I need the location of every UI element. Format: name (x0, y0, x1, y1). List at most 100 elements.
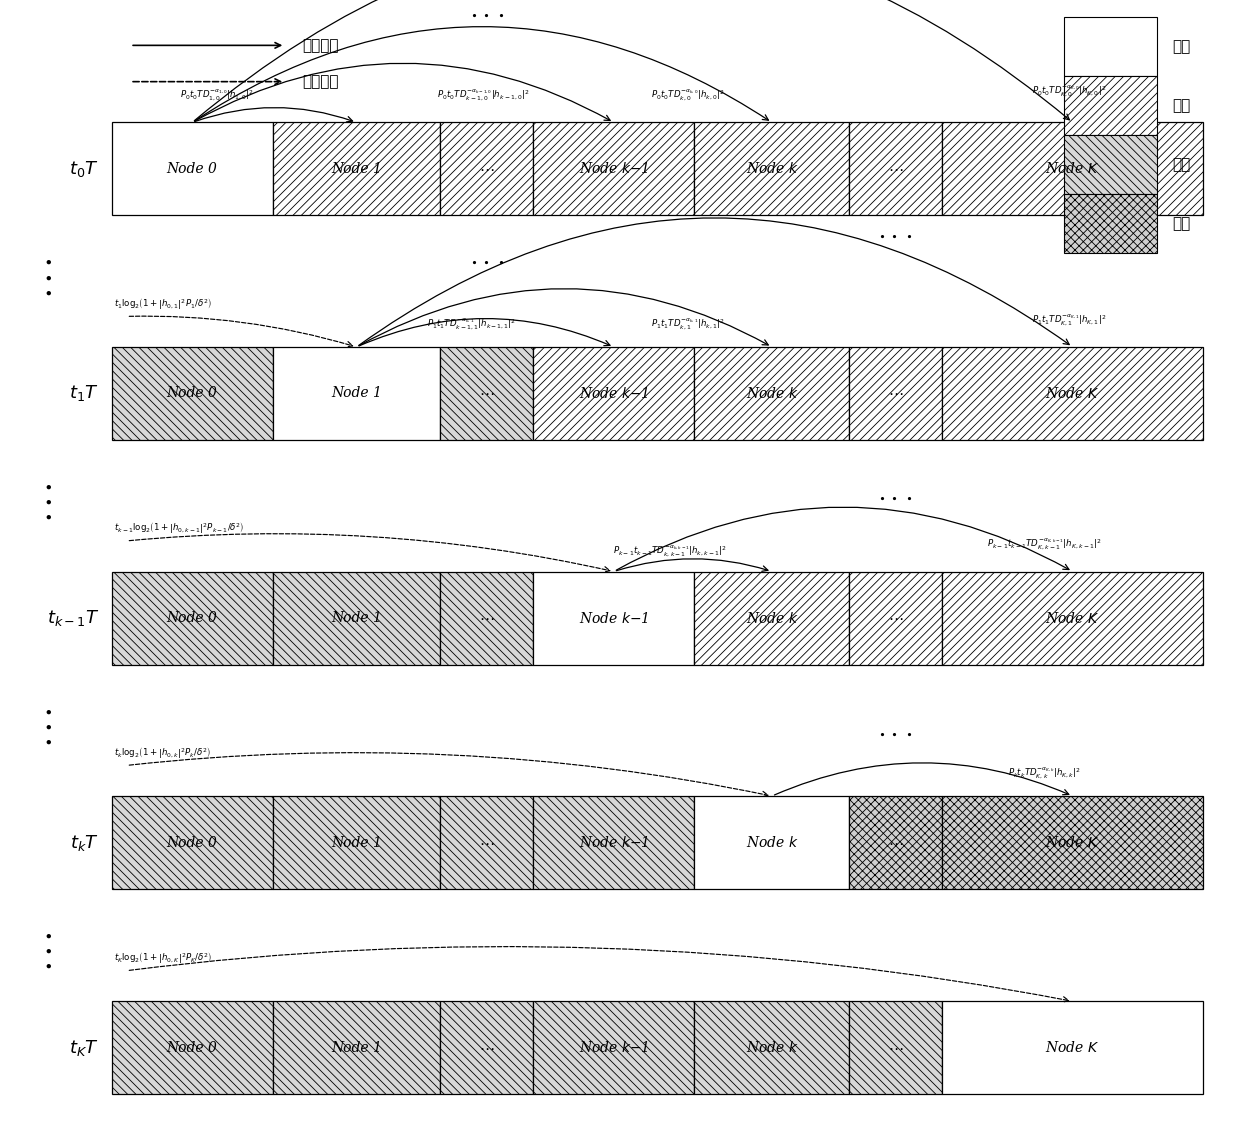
Bar (273, 572, 440, 665)
Text: $t_{k-1}\log_2\!\left(1+\left|h_{0,k-1}\right|^2P_{k-1}/\delta^2\right)$: $t_{k-1}\log_2\!\left(1+\left|h_{0,k-1}\… (114, 521, 244, 535)
Bar (273, 1001, 440, 1094)
Bar (533, 122, 694, 215)
Bar (694, 1001, 849, 1094)
Text: $\cdots$: $\cdots$ (888, 611, 904, 625)
Text: $\bullet$
$\bullet$
$\bullet$: $\bullet$ $\bullet$ $\bullet$ (42, 929, 52, 973)
Text: 信息传输: 信息传输 (303, 74, 339, 90)
Text: $t_KT$: $t_KT$ (69, 1038, 99, 1058)
Text: $P_1t_1TD_{K,1}^{-\alpha_{K,1}}\left|h_{K,1}\right|^2$: $P_1t_1TD_{K,1}^{-\alpha_{K,1}}\left|h_{… (1032, 312, 1106, 327)
Text: Node 0: Node 0 (166, 611, 218, 625)
Text: $\cdots$: $\cdots$ (888, 836, 904, 849)
Text: $\bullet\ \bullet\ \bullet$: $\bullet\ \bullet\ \bullet$ (878, 493, 913, 502)
Text: $P_1t_1TD_{k-1,1}^{-\alpha_{k,1}}\left|h_{k-1,1}\right|^2$: $P_1t_1TD_{k-1,1}^{-\alpha_{k,1}}\left|h… (427, 316, 516, 331)
Text: 采能: 采能 (1172, 98, 1190, 113)
Text: $\bullet\ \bullet\ \bullet$: $\bullet\ \bullet\ \bullet$ (470, 10, 505, 19)
Bar (849, 1001, 942, 1094)
Bar (942, 347, 1203, 440)
Bar (273, 347, 440, 440)
Text: $t_K\log_2\!\left(1+\left|h_{0,K}\right|^2P_K/\delta^2\right)$: $t_K\log_2\!\left(1+\left|h_{0,K}\right|… (114, 950, 212, 965)
Bar (694, 347, 849, 440)
Bar (112, 122, 273, 215)
Bar (440, 572, 533, 665)
Text: Node $k$$-$1: Node $k$$-$1 (579, 161, 649, 177)
Text: 工作: 工作 (1172, 39, 1190, 54)
Text: Node 1: Node 1 (331, 836, 382, 849)
Text: Node $k$: Node $k$ (745, 835, 799, 850)
Bar (942, 572, 1203, 665)
Text: Node $K$: Node $K$ (1045, 610, 1100, 626)
Bar (112, 347, 273, 440)
Bar (440, 796, 533, 889)
Text: $\cdots$: $\cdots$ (888, 387, 904, 400)
Text: 休眠: 休眠 (1172, 215, 1190, 231)
Text: $P_0t_0TD_{k-1,0}^{-\alpha_{k-1,0}}\left|h_{k-1,0}\right|^2$: $P_0t_0TD_{k-1,0}^{-\alpha_{k-1,0}}\left… (438, 87, 529, 102)
Bar (440, 1001, 533, 1094)
Text: $\bullet\ \bullet\ \bullet$: $\bullet\ \bullet\ \bullet$ (878, 231, 913, 240)
Text: Node $K$: Node $K$ (1045, 161, 1100, 177)
Text: Node $k$: Node $k$ (745, 161, 799, 177)
Bar (112, 796, 273, 889)
Bar (1064, 194, 1157, 253)
Text: $\bullet\ \bullet\ \bullet$: $\bullet\ \bullet\ \bullet$ (470, 257, 505, 266)
Bar (112, 1001, 273, 1094)
Text: $t_1\log_2\!\left(1+\left|h_{0,1}\right|^2P_1/\delta^2\right)$: $t_1\log_2\!\left(1+\left|h_{0,1}\right|… (114, 296, 212, 311)
Text: Node 1: Node 1 (331, 387, 382, 400)
Bar (533, 796, 694, 889)
Text: $t_0T$: $t_0T$ (69, 159, 99, 179)
Bar (533, 347, 694, 440)
Bar (849, 572, 942, 665)
Bar (273, 122, 440, 215)
Bar (849, 347, 942, 440)
Text: $P_{k-1}t_{k-1}TD_{K,k-1}^{-\alpha_{K,k-1}}\left|h_{K,k-1}\right|^2$: $P_{k-1}t_{k-1}TD_{K,k-1}^{-\alpha_{K,k-… (987, 536, 1101, 551)
Bar (694, 796, 849, 889)
Text: $\bullet$
$\bullet$
$\bullet$: $\bullet$ $\bullet$ $\bullet$ (42, 255, 52, 299)
Text: Node 1: Node 1 (331, 611, 382, 625)
Text: $P_kt_kTD_{K,k}^{-\alpha_{K,k}}\left|h_{K,k}\right|^2$: $P_kt_kTD_{K,k}^{-\alpha_{K,k}}\left|h_{… (1008, 765, 1080, 780)
Text: 能量采集: 能量采集 (303, 37, 339, 53)
Text: $t_kT$: $t_kT$ (71, 832, 99, 853)
Text: Node 1: Node 1 (331, 1041, 382, 1055)
Text: $P_0t_0TD_{k,0}^{-\alpha_{k,0}}\left|h_{k,0}\right|^2$: $P_0t_0TD_{k,0}^{-\alpha_{k,0}}\left|h_{… (651, 87, 725, 102)
Text: Node $k$: Node $k$ (745, 386, 799, 401)
Text: $P_{k-1}t_{k-1}TD_{k,k-1}^{-\alpha_{k,k-1}}\left|h_{k,k-1}\right|^2$: $P_{k-1}t_{k-1}TD_{k,k-1}^{-\alpha_{k,k-… (613, 543, 727, 558)
Text: $P_0t_0TD_{K,0}^{-\alpha_{K,0}}\left|h_{K,0}\right|^2$: $P_0t_0TD_{K,0}^{-\alpha_{K,0}}\left|h_{… (1032, 83, 1106, 98)
Bar (942, 796, 1203, 889)
Bar (533, 1001, 694, 1094)
Text: $\bullet$
$\bullet$
$\bullet$: $\bullet$ $\bullet$ $\bullet$ (42, 480, 52, 524)
Text: Node $k$$-$1: Node $k$$-$1 (579, 835, 649, 850)
Bar (694, 572, 849, 665)
Text: $\bullet\ \bullet\ \bullet$: $\bullet\ \bullet\ \bullet$ (878, 729, 913, 738)
Bar (440, 122, 533, 215)
Bar (849, 122, 942, 215)
Text: Node 1: Node 1 (331, 162, 382, 176)
Text: $P_1t_1TD_{k,1}^{-\alpha_{k,1}}\left|h_{k,1}\right|^2$: $P_1t_1TD_{k,1}^{-\alpha_{k,1}}\left|h_{… (651, 316, 725, 331)
Text: $t_k\log_2\!\left(1+\left|h_{0,k}\right|^2P_k/\delta^2\right)$: $t_k\log_2\!\left(1+\left|h_{0,k}\right|… (114, 745, 211, 760)
Text: Node $K$: Node $K$ (1045, 1040, 1100, 1056)
Bar (694, 122, 849, 215)
Bar (440, 347, 533, 440)
Text: Node $k$: Node $k$ (745, 1040, 799, 1056)
Text: $t_1T$: $t_1T$ (69, 383, 99, 404)
Text: $\cdots$: $\cdots$ (479, 162, 495, 176)
Text: Node 0: Node 0 (166, 1041, 218, 1055)
Text: Node $k$$-$1: Node $k$$-$1 (579, 386, 649, 401)
Bar (273, 796, 440, 889)
Text: $\bullet$
$\bullet$
$\bullet$: $\bullet$ $\bullet$ $\bullet$ (42, 704, 52, 748)
Text: Node 0: Node 0 (166, 836, 218, 849)
Bar (533, 572, 694, 665)
Text: $\cdots$: $\cdots$ (479, 611, 495, 625)
Text: $\cdots$: $\cdots$ (888, 162, 904, 176)
Text: Node $K$: Node $K$ (1045, 835, 1100, 850)
Bar (1064, 135, 1157, 194)
Text: $P_0t_0TD_{1,0}^{-\alpha_{1,0}}\left|h_{1,0}\right|^2$: $P_0t_0TD_{1,0}^{-\alpha_{1,0}}\left|h_{… (180, 87, 254, 102)
Bar (1064, 17, 1157, 76)
Text: Node $K$: Node $K$ (1045, 386, 1100, 401)
Text: 收信: 收信 (1172, 156, 1190, 172)
Bar (849, 796, 942, 889)
Text: $\cdots$: $\cdots$ (479, 387, 495, 400)
Text: $\cdots$: $\cdots$ (479, 836, 495, 849)
Text: $t_{k-1}T$: $t_{k-1}T$ (47, 608, 99, 628)
Text: $\cdots$: $\cdots$ (888, 1041, 904, 1055)
Bar (1064, 76, 1157, 135)
Text: Node $k$: Node $k$ (745, 610, 799, 626)
